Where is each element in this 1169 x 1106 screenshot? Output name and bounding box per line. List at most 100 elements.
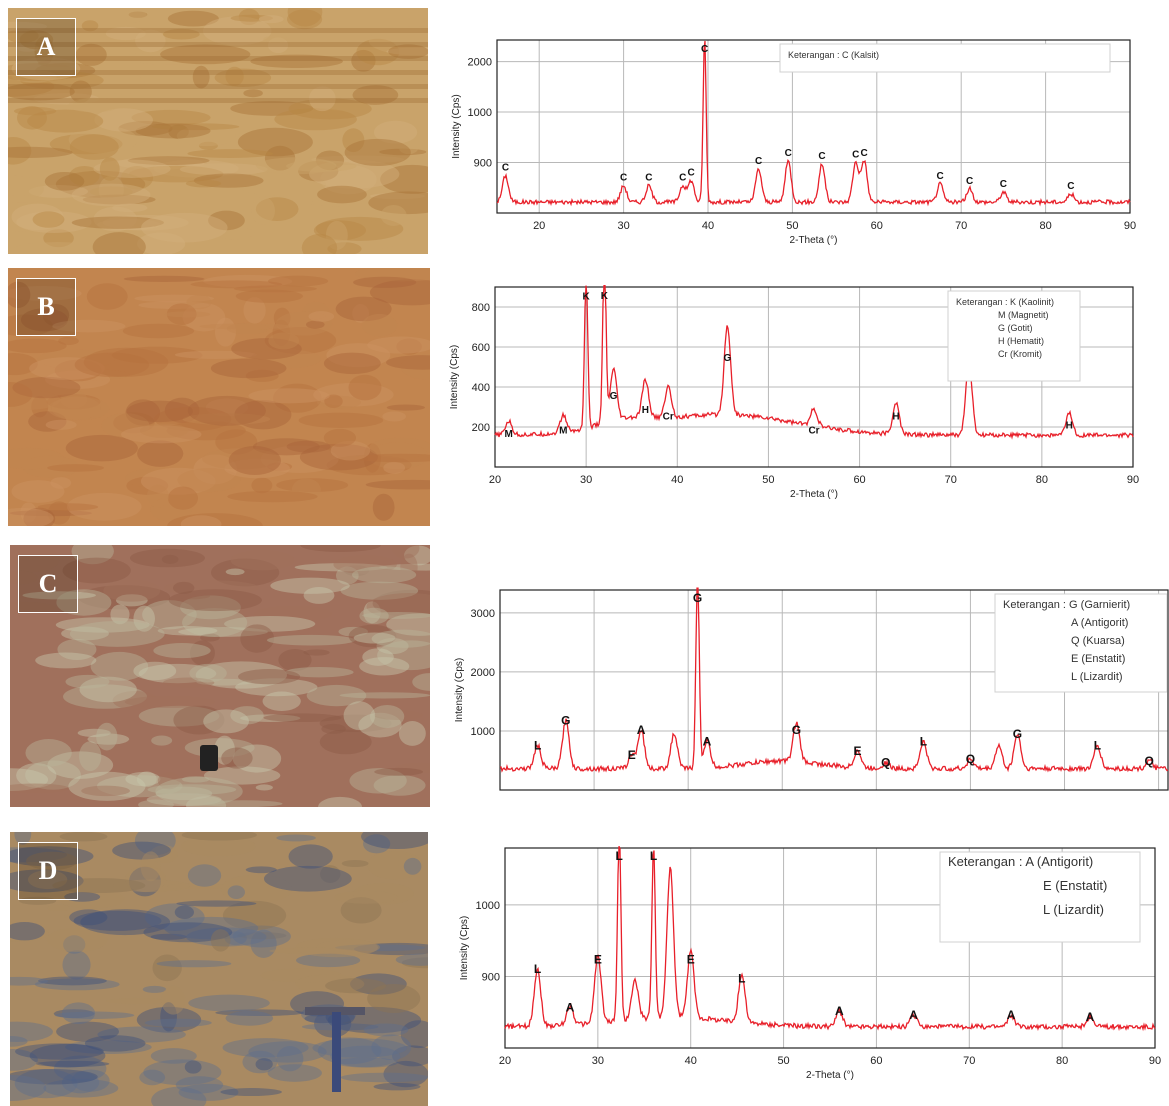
peak-label: C [502,163,509,174]
legend-box [994,593,1168,693]
legend-entry: M (Magnetit) [998,310,1049,320]
x-tick-label: 50 [777,1055,789,1067]
peak-label: C [645,173,652,184]
y-tick-label: 800 [472,302,490,314]
outcrop-photo-b: B [8,268,430,526]
peak-label: G [693,591,702,605]
peak-label: C [679,173,686,184]
x-tick-label: 50 [762,474,774,486]
y-tick-label: 600 [472,342,490,354]
x-axis-label: 2-Theta (°) [790,235,838,246]
x-tick-label: 80 [1039,220,1051,232]
y-tick-label: 1000 [468,107,492,119]
peak-label: L [650,849,657,863]
peak-label: A [566,1000,575,1014]
y-tick-label: 900 [474,158,492,170]
peak-label: L [738,971,745,985]
peak-label: C [1000,179,1007,190]
outcrop-photo-a: A [8,8,428,254]
peak-label: Q [1145,754,1154,768]
legend-entry: Keterangan : A (Antigorit) [948,854,1093,869]
x-tick-label: 80 [1056,1055,1068,1067]
legend-entry: Keterangan : C (Kalsit) [788,50,879,60]
y-axis-label: Intensity (Cps) [454,658,465,722]
peak-label: C [852,150,859,161]
legend-entry: Keterangan : K (Kaolinit) [956,297,1054,307]
peak-label: C [966,176,973,187]
peak-label: C [818,151,825,162]
xrd-pattern-line [499,587,1169,774]
panel-label: B [16,278,76,336]
legend-box [947,290,1081,382]
y-axis-label: Intensity (Cps) [459,916,470,980]
y-tick-label: 2000 [471,667,495,679]
peak-label: G [724,353,732,364]
peak-label: E [687,952,695,966]
peak-label: G [792,723,801,737]
legend-box [779,43,1111,73]
peak-label: Cr [663,412,674,423]
plot-frame [494,286,1134,468]
legend-entry: L (Lizardit) [1071,671,1123,683]
peak-label: L [1094,738,1101,752]
peak-label: C [936,171,943,182]
y-tick-label: 400 [472,382,490,394]
x-tick-label: 40 [685,1055,697,1067]
y-tick-label: 2000 [468,57,492,69]
peak-label: H [642,405,649,416]
x-tick-label: 30 [580,474,592,486]
x-tick-label: 80 [1036,474,1048,486]
x-tick-label: 70 [963,1055,975,1067]
xrd-pattern-line [496,40,1131,207]
legend-entry: Keterangan : G (Garnierit) [1003,599,1130,611]
x-tick-label: 40 [671,474,683,486]
y-tick-label: 200 [472,422,490,434]
y-tick-label: 1000 [476,900,500,912]
peak-label: L [616,849,623,863]
x-tick-label: 90 [1124,220,1136,232]
peak-label: G [610,391,618,402]
legend-entry: A (Antigorit) [1071,617,1128,629]
x-tick-label: 60 [853,474,865,486]
legend-entry: E (Enstatit) [1071,653,1125,665]
peak-label: K [601,291,609,302]
y-axis-label: Intensity (Cps) [451,94,462,158]
peak-label: L [534,962,541,976]
plot-frame [504,847,1156,1049]
peak-label: E [594,952,602,966]
y-tick-label: 1000 [471,726,495,738]
peak-label: C [785,148,792,159]
x-tick-label: 60 [871,220,883,232]
peak-label: A [1007,1008,1016,1022]
peak-label: M [504,429,512,440]
peak-label: E [628,748,636,762]
peak-label: C [755,156,762,167]
peak-label: A [703,735,712,749]
peak-label: H [1066,420,1073,431]
x-tick-label: 30 [617,220,629,232]
plot-frame [499,589,1169,791]
legend-entry: H (Hematit) [998,336,1044,346]
outcrop-photo-d: D [10,832,428,1106]
xrd-pattern-line [504,845,1156,1032]
peak-label: L [534,738,541,752]
photo-texture [10,545,430,807]
peak-label: A [637,723,646,737]
peak-label: C [620,173,627,184]
x-axis-label: 2-Theta (°) [790,489,838,500]
peak-label: M [559,425,567,436]
peak-label: Cr [808,425,819,436]
photo-texture [8,8,428,254]
peak-label: C [1067,181,1074,192]
x-tick-label: 70 [955,220,967,232]
peak-label: A [1086,1010,1095,1024]
legend-entry: G (Gotit) [998,323,1033,333]
peak-label: C [701,44,708,55]
plot-frame [496,39,1131,214]
x-tick-label: 90 [1149,1055,1161,1067]
legend-entry: L (Lizardit) [1043,902,1104,917]
peak-label: G [561,713,570,727]
peak-label: L [920,735,927,749]
x-tick-label: 20 [489,474,501,486]
x-tick-label: 30 [592,1055,604,1067]
